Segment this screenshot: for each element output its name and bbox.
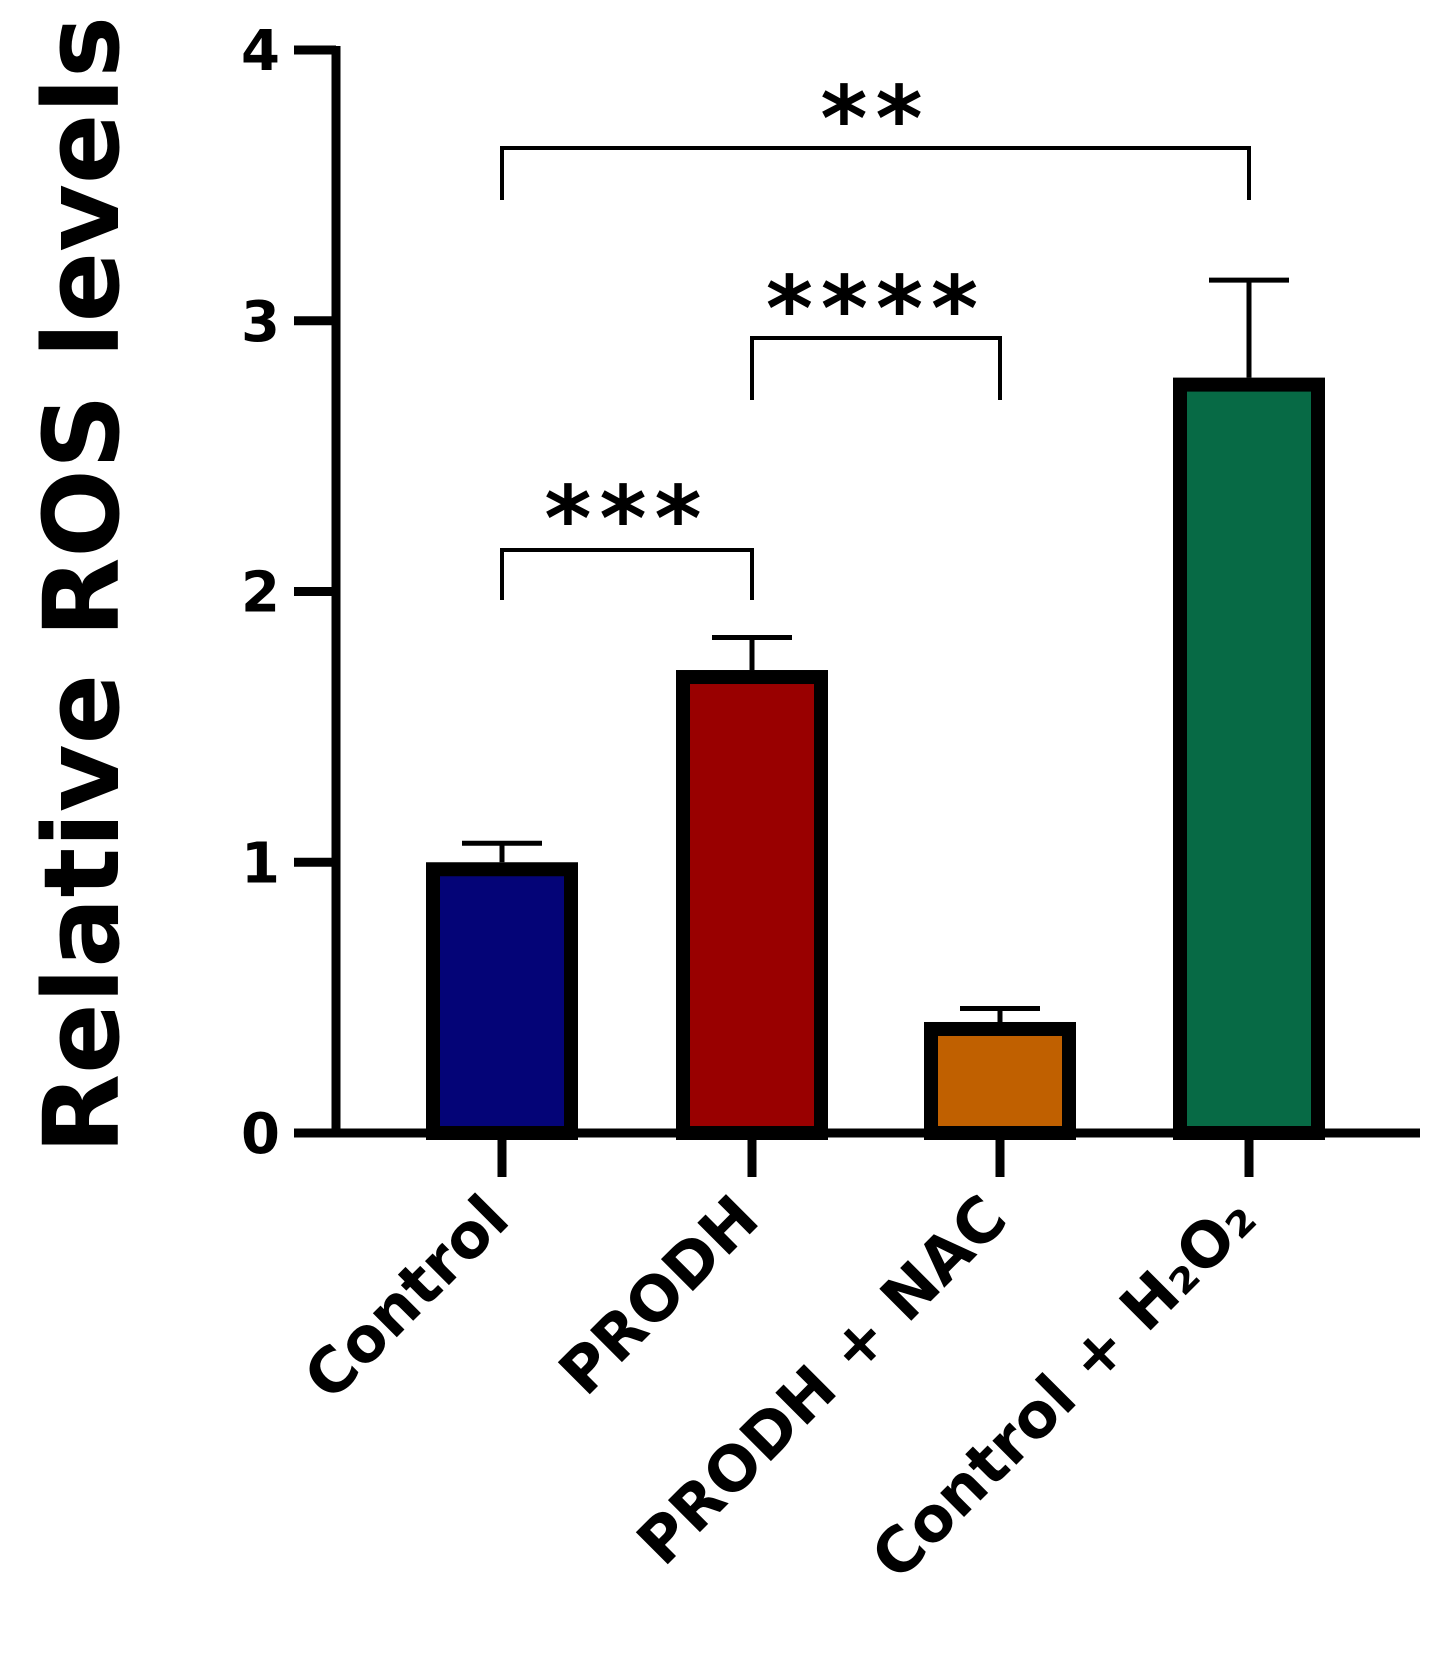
significance-label: ****: [766, 257, 986, 362]
significance-label: ***: [544, 467, 709, 572]
y-axis-label: Relative ROS levels: [21, 16, 143, 1154]
y-tick-label: 1: [241, 831, 280, 896]
y-tick-label: 4: [241, 19, 280, 84]
significance-bracket: [500, 548, 754, 600]
significance-label: **: [820, 67, 930, 172]
bar-2: [924, 1021, 1076, 1141]
bar-0: [426, 862, 578, 1140]
significance-bracket: [750, 336, 1002, 400]
y-tick-label: 0: [241, 1102, 280, 1167]
significance-bracket: [500, 146, 1251, 200]
bar-1: [676, 670, 828, 1141]
x-tick-label: PRODH: [545, 1181, 773, 1409]
x-tick-label: Control: [290, 1181, 523, 1414]
y-tick-label: 2: [241, 561, 280, 626]
y-tick-label: 3: [241, 290, 280, 355]
bar-3: [1173, 377, 1325, 1141]
